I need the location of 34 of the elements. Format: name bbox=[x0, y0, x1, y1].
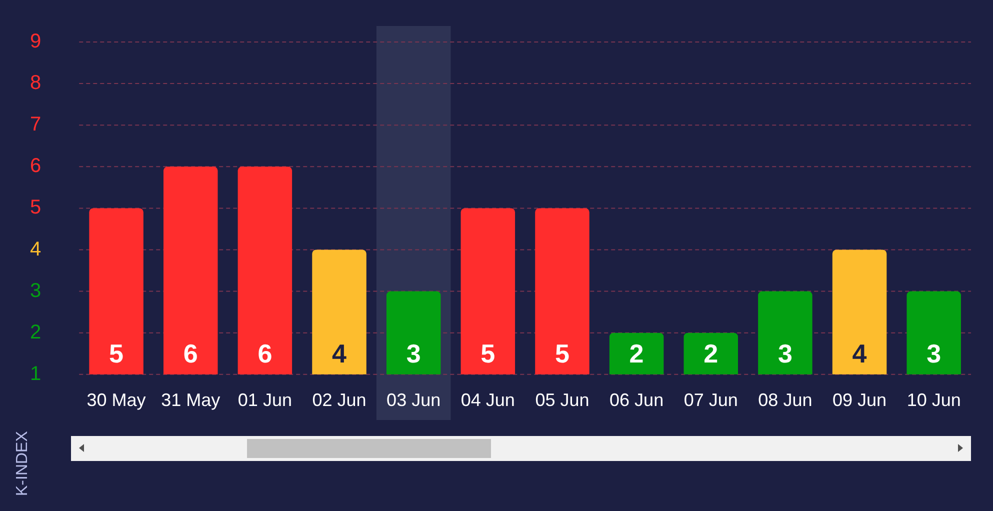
data-label: 5 bbox=[554, 338, 570, 369]
y-tick-label: 2 bbox=[30, 321, 42, 344]
x-tick-label: 06 Jun bbox=[610, 390, 664, 410]
y-tick-label: 9 bbox=[30, 30, 42, 53]
data-label: 3 bbox=[926, 338, 942, 369]
y-tick-label: 1 bbox=[30, 362, 42, 385]
data-label: 3 bbox=[778, 338, 792, 369]
x-tick-label: 10 Jun bbox=[906, 390, 961, 410]
x-tick-label: 04 Jun bbox=[460, 390, 515, 410]
x-tick-label: 30 May bbox=[86, 390, 146, 410]
x-tick-label: 05 Jun bbox=[535, 390, 590, 410]
x-tick-label: 31 May bbox=[161, 390, 220, 410]
data-label: 4 bbox=[852, 338, 868, 369]
data-label: 6 bbox=[183, 338, 198, 369]
data-label: 2 bbox=[704, 338, 718, 369]
y-tick-label: 3 bbox=[30, 280, 42, 302]
y-tick-label: 8 bbox=[30, 72, 42, 94]
x-tick-label: 02 Jun bbox=[312, 390, 366, 410]
y-tick-label: 6 bbox=[30, 155, 42, 178]
y-tick-label: 7 bbox=[30, 114, 42, 136]
data-label: 3 bbox=[406, 338, 421, 369]
data-label: 5 bbox=[109, 338, 124, 369]
data-label: 6 bbox=[258, 338, 272, 369]
y-tick-label: 5 bbox=[30, 196, 42, 219]
data-label: 5 bbox=[480, 338, 496, 369]
data-label: 4 bbox=[332, 338, 348, 369]
x-tick-label: 01 Jun bbox=[238, 390, 292, 410]
x-tick-label: 08 Jun bbox=[758, 390, 812, 410]
x-tick-label: 09 Jun bbox=[832, 390, 887, 410]
data-label: 2 bbox=[629, 338, 644, 369]
y-axis-title: K-INDEX bbox=[14, 431, 32, 496]
x-tick-label: 07 Jun bbox=[684, 390, 738, 410]
x-tick-label: 03 Jun bbox=[386, 390, 441, 410]
y-tick-label: 4 bbox=[30, 238, 42, 260]
